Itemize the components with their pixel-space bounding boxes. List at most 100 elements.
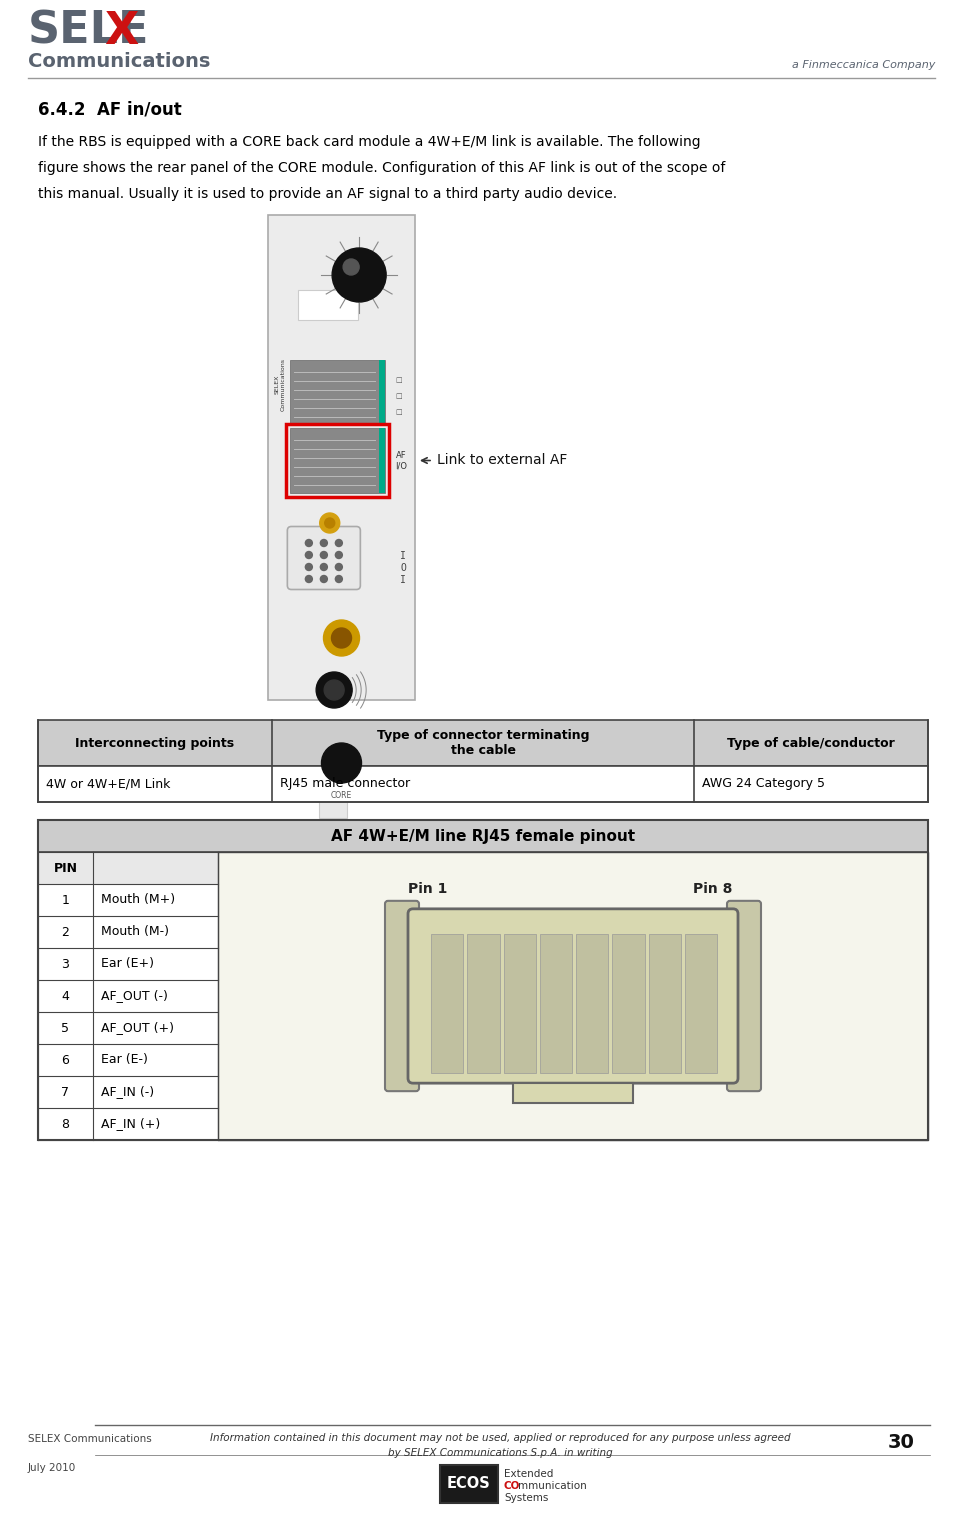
Bar [576,933,609,1074]
Bar [320,801,348,817]
Bar [503,933,536,1074]
Circle shape [324,680,344,700]
Text: Mouth (M+): Mouth (M+) [101,894,175,906]
Text: 7: 7 [61,1086,69,1098]
Bar [513,1083,633,1103]
Text: Systems: Systems [504,1493,548,1504]
Bar [38,884,218,917]
Text: Information contained in this document may not be used, applied or reproduced fo: Information contained in this document m… [209,1434,790,1443]
Text: □: □ [396,377,402,383]
Text: this manual. Usually it is used to provide an AF signal to a third party audio d: this manual. Usually it is used to provi… [38,188,617,201]
Text: AF_IN (-): AF_IN (-) [101,1086,155,1098]
Bar [286,424,389,497]
Text: July 2010: July 2010 [28,1462,76,1473]
Bar [440,1466,498,1504]
Circle shape [305,552,312,558]
Text: Ear (E-): Ear (E-) [101,1054,148,1066]
Text: Link to external AF: Link to external AF [437,453,567,468]
Text: If the RBS is equipped with a CORE back card module a 4W+E/M link is available. : If the RBS is equipped with a CORE back … [38,136,701,149]
Circle shape [321,540,327,546]
Text: AWG 24 Category 5: AWG 24 Category 5 [702,778,825,790]
Bar [218,852,928,1141]
Bar [468,933,499,1074]
Circle shape [331,628,351,648]
Circle shape [320,512,340,534]
Bar [298,290,358,320]
Text: 6: 6 [61,1054,69,1066]
Circle shape [335,564,343,570]
Text: AF
I/O: AF I/O [395,451,407,470]
Text: Pin 8: Pin 8 [693,881,732,895]
FancyBboxPatch shape [385,901,419,1092]
Bar [540,933,572,1074]
Bar [38,1109,218,1141]
Text: Ear (E+): Ear (E+) [101,958,154,970]
Text: AF 4W+E/M line RJ45 female pinout: AF 4W+E/M line RJ45 female pinout [331,828,636,843]
Circle shape [305,540,312,546]
Text: 2: 2 [61,926,69,938]
FancyBboxPatch shape [408,909,738,1083]
Text: 5: 5 [61,1022,69,1034]
Text: figure shows the rear panel of the CORE module. Configuration of this AF link is: figure shows the rear panel of the CORE … [38,162,726,175]
Text: 6.4.2  AF in/out: 6.4.2 AF in/out [38,101,181,117]
Bar [612,933,644,1074]
Bar [379,429,385,493]
Text: Type of connector terminating
the cable: Type of connector terminating the cable [376,729,589,756]
Bar [268,215,415,700]
Text: 8: 8 [61,1118,69,1130]
Circle shape [324,518,335,528]
Text: CORE: CORE [331,791,352,801]
FancyBboxPatch shape [727,901,761,1092]
Circle shape [332,249,386,302]
Circle shape [316,673,352,708]
FancyBboxPatch shape [287,526,360,590]
Circle shape [343,259,359,274]
Circle shape [335,552,343,558]
Text: 4: 4 [61,990,69,1002]
Circle shape [321,564,327,570]
Text: mmunication: mmunication [518,1481,587,1491]
Bar [38,766,928,802]
Circle shape [322,743,362,782]
Text: AF_OUT (+): AF_OUT (+) [101,1022,174,1034]
Text: SELEX
Communications: SELEX Communications [275,358,285,412]
Text: a Finmeccanica Company: a Finmeccanica Company [792,59,935,70]
Text: 4W or 4W+E/M Link: 4W or 4W+E/M Link [46,778,170,790]
Text: Mouth (M-): Mouth (M-) [101,926,169,938]
Circle shape [321,552,327,558]
Bar [290,360,385,425]
Bar [38,720,928,766]
Bar [379,360,385,425]
Text: I
O
I: I O I [400,552,406,584]
Text: 1: 1 [61,894,69,906]
Text: CO: CO [504,1481,520,1491]
Text: by SELEX Communications S.p.A. in writing: by SELEX Communications S.p.A. in writin… [388,1449,612,1458]
Bar [38,981,218,1013]
Text: SELEX Communications: SELEX Communications [28,1434,152,1444]
Bar [38,820,928,1141]
Circle shape [324,621,359,656]
Circle shape [335,540,343,546]
Text: Pin 1: Pin 1 [408,881,447,895]
Bar [38,1077,218,1109]
Text: SELE: SELE [28,11,150,53]
Bar [290,429,385,493]
Circle shape [305,564,312,570]
Text: Communications: Communications [28,52,210,72]
Text: □: □ [396,393,402,400]
Text: 3: 3 [61,958,69,970]
Text: AF_IN (+): AF_IN (+) [101,1118,160,1130]
Circle shape [335,575,343,583]
Text: AF_OUT (-): AF_OUT (-) [101,990,168,1002]
Bar [38,852,218,884]
Bar [684,933,717,1074]
Bar [431,933,464,1074]
Text: ECOS: ECOS [447,1476,491,1491]
Bar [38,917,218,949]
Text: RJ45 male connector: RJ45 male connector [280,778,410,790]
Bar [38,1013,218,1045]
Bar [38,949,218,981]
Bar [649,933,681,1074]
Text: Type of cable/conductor: Type of cable/conductor [727,737,895,749]
Text: PIN: PIN [54,862,78,874]
